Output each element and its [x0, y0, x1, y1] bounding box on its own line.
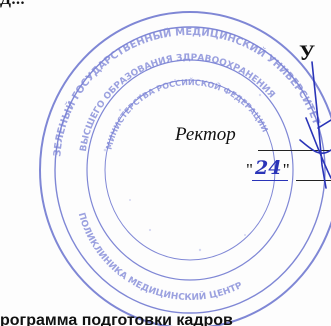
date-month-line — [296, 180, 331, 181]
document-top-line: Д... — [0, 0, 25, 9]
signature-line — [258, 150, 331, 151]
signatory-title: Ректор — [175, 124, 236, 145]
program-heading: рограмма подготовки кадров — [0, 312, 233, 326]
approval-heading: У — [299, 40, 316, 65]
date-day-underline — [252, 180, 288, 181]
date-quote-marks: " " — [246, 160, 290, 179]
date-day: 24 — [255, 157, 282, 179]
